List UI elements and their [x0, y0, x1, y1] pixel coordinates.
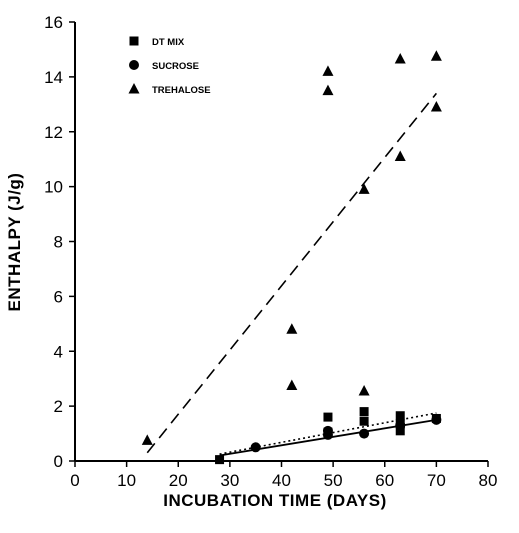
- y-tick-label: 8: [54, 233, 63, 252]
- data-point-dt-mix: [395, 411, 405, 421]
- data-point-trehalose: [430, 50, 442, 61]
- data-point-sucrose: [250, 442, 261, 453]
- x-tick-label: 70: [427, 471, 446, 490]
- x-tick-label: 10: [117, 471, 136, 490]
- y-tick-label: 14: [44, 68, 63, 87]
- x-tick-label: 80: [479, 471, 498, 490]
- x-tick-label: 20: [169, 471, 188, 490]
- legend-marker-dt-mix: [129, 36, 139, 46]
- data-point-dt-mix: [359, 407, 369, 417]
- y-tick-label: 10: [44, 178, 63, 197]
- data-point-trehalose: [358, 385, 370, 396]
- fit-lines: [146, 92, 437, 457]
- data-point-trehalose: [394, 53, 406, 64]
- x-axis-title: INCUBATION TIME (DAYS): [163, 491, 387, 510]
- legend-marker-trehalose: [128, 83, 140, 94]
- y-tick-label: 16: [44, 13, 63, 32]
- x-tick-label: 0: [70, 471, 79, 490]
- y-tick-label: 0: [54, 452, 63, 471]
- y-axis-title: ENTHALPY (J/g): [5, 173, 24, 312]
- plot-frame: [74, 22, 488, 462]
- y-tick-label: 6: [54, 287, 63, 306]
- data-point-trehalose: [141, 434, 153, 445]
- data-point-trehalose: [358, 183, 370, 194]
- data-point-sucrose: [431, 414, 442, 425]
- legend-label-dt-mix: DT MIX: [152, 37, 185, 48]
- legend-label-trehalose: TREHALOSE: [152, 85, 211, 96]
- data-markers: [141, 50, 442, 465]
- data-point-dt-mix: [395, 426, 405, 436]
- data-point-dt-mix: [215, 455, 225, 465]
- fit-line-trehalose: [146, 92, 437, 454]
- data-point-sucrose: [322, 429, 333, 440]
- data-point-trehalose: [430, 101, 442, 112]
- y-tick-label: 12: [44, 123, 63, 142]
- legend: DT MIX SUCROSE TREHALOSE: [128, 36, 211, 96]
- legend-marker-sucrose: [129, 60, 139, 70]
- data-point-trehalose: [286, 323, 298, 334]
- data-point-trehalose: [394, 150, 406, 161]
- x-tick-label: 40: [272, 471, 291, 490]
- data-point-dt-mix: [323, 412, 333, 422]
- data-point-trehalose: [322, 84, 334, 96]
- y-axis-ticks: 0 2 4 6 8 10 12 14 16: [44, 13, 75, 471]
- data-point-trehalose: [286, 379, 298, 391]
- data-point-dt-mix: [359, 416, 369, 426]
- x-tick-label: 50: [324, 471, 343, 490]
- y-tick-label: 4: [54, 342, 63, 361]
- y-tick-label: 2: [54, 397, 63, 416]
- data-point-trehalose: [322, 65, 334, 76]
- x-tick-label: 60: [375, 471, 394, 490]
- data-point-sucrose: [395, 420, 406, 431]
- x-axis-ticks: 0 10 20 30 40 50 60 70 80: [70, 461, 497, 490]
- legend-label-sucrose: SUCROSE: [152, 61, 199, 72]
- data-point-sucrose: [359, 428, 370, 439]
- x-tick-label: 30: [220, 471, 239, 490]
